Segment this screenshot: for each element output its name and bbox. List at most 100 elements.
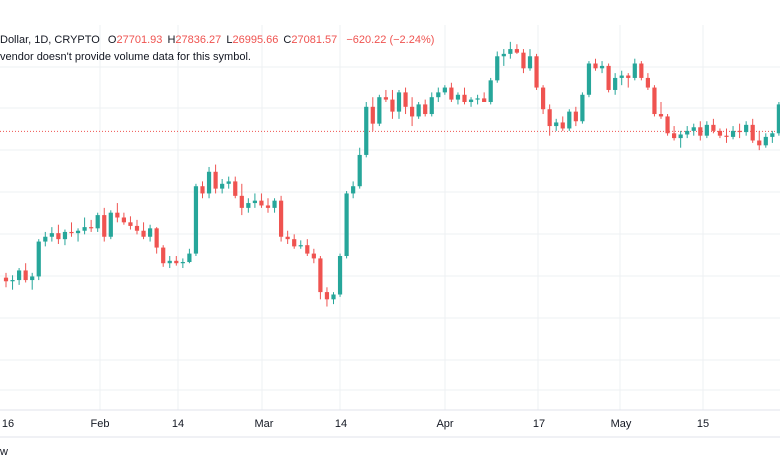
candle-body	[737, 130, 742, 133]
close-value: 27081.57	[291, 34, 338, 46]
close-label: C	[283, 34, 292, 46]
candle-body	[475, 98, 480, 100]
candle	[95, 212, 100, 232]
candle-body	[763, 136, 768, 146]
candle-body	[272, 200, 277, 208]
candle	[56, 224, 61, 244]
candle-body	[252, 200, 257, 204]
candle	[174, 256, 179, 266]
candle-body	[724, 135, 729, 137]
candle	[75, 228, 81, 242]
candle	[141, 222, 146, 240]
candle	[442, 85, 447, 95]
candle-body	[410, 106, 415, 117]
candle-body	[285, 236, 290, 240]
candle	[128, 216, 133, 230]
candle	[475, 94, 480, 105]
candle-body	[750, 124, 755, 141]
x-tick-label: Apr	[436, 418, 453, 430]
candle	[49, 227, 54, 242]
candle	[436, 87, 441, 102]
candle-body	[645, 77, 650, 88]
candle-body	[115, 212, 120, 218]
candle-body	[626, 75, 631, 78]
candle	[606, 63, 611, 93]
candle	[645, 73, 650, 90]
candle-body	[429, 97, 434, 115]
candle-body	[62, 231, 68, 240]
candle-body	[501, 53, 506, 57]
candle-body	[246, 203, 251, 208]
candle	[318, 256, 323, 300]
candle	[364, 102, 369, 158]
candle-body	[691, 127, 696, 131]
candle-body	[344, 193, 349, 256]
candle-body	[573, 111, 578, 122]
candle-body	[560, 122, 565, 129]
candle-body	[554, 122, 559, 127]
candle-body	[632, 63, 637, 78]
candle-body	[351, 186, 356, 194]
candle	[514, 44, 519, 54]
candle	[161, 245, 166, 267]
candle	[554, 118, 559, 131]
candle-body	[324, 292, 330, 300]
candle-body	[82, 227, 87, 231]
candle	[134, 219, 140, 235]
candle	[36, 239, 41, 281]
candle	[770, 130, 775, 143]
candle-body	[174, 260, 179, 264]
candle	[410, 97, 415, 127]
candle-body	[672, 133, 677, 139]
candle-body	[711, 124, 716, 131]
candle-body	[311, 253, 316, 259]
candle	[108, 210, 113, 240]
candle	[560, 116, 565, 131]
candle	[226, 176, 231, 189]
candle	[89, 219, 94, 232]
candle	[252, 193, 257, 208]
candle	[547, 104, 552, 136]
candle	[148, 224, 153, 242]
candle	[220, 179, 225, 194]
x-tick-label: Mar	[255, 418, 274, 430]
candle	[121, 212, 126, 225]
candle	[586, 61, 592, 98]
candle	[233, 176, 238, 199]
candle-body	[423, 104, 428, 115]
candle	[737, 123, 742, 139]
candle	[567, 109, 572, 131]
candle-body	[606, 65, 611, 90]
candle-body	[665, 116, 670, 134]
candle-body	[292, 239, 297, 247]
candle-body	[770, 133, 775, 137]
candle	[390, 89, 395, 119]
candle-body	[527, 56, 533, 69]
candle-body	[305, 245, 310, 254]
candle	[468, 97, 474, 107]
candle-body	[206, 171, 212, 194]
candle	[17, 268, 22, 285]
candle	[508, 41, 513, 59]
x-tick-label: 16	[2, 418, 14, 430]
candle-body	[318, 258, 323, 293]
candle	[495, 51, 500, 83]
candle	[685, 126, 690, 139]
candle	[265, 198, 271, 213]
candle-body	[730, 130, 736, 137]
candle	[102, 207, 107, 242]
candle	[613, 73, 618, 95]
candle-body	[357, 154, 362, 187]
candle	[711, 118, 716, 134]
candle	[213, 164, 218, 194]
candle	[724, 128, 729, 143]
candle	[337, 253, 343, 297]
candle-body	[279, 200, 284, 237]
candle-body	[704, 124, 709, 136]
candle-body	[233, 181, 238, 196]
candle-body	[337, 256, 343, 295]
candle	[527, 49, 533, 71]
symbol-label: Dollar, 1D, CRYPTO	[0, 34, 100, 46]
